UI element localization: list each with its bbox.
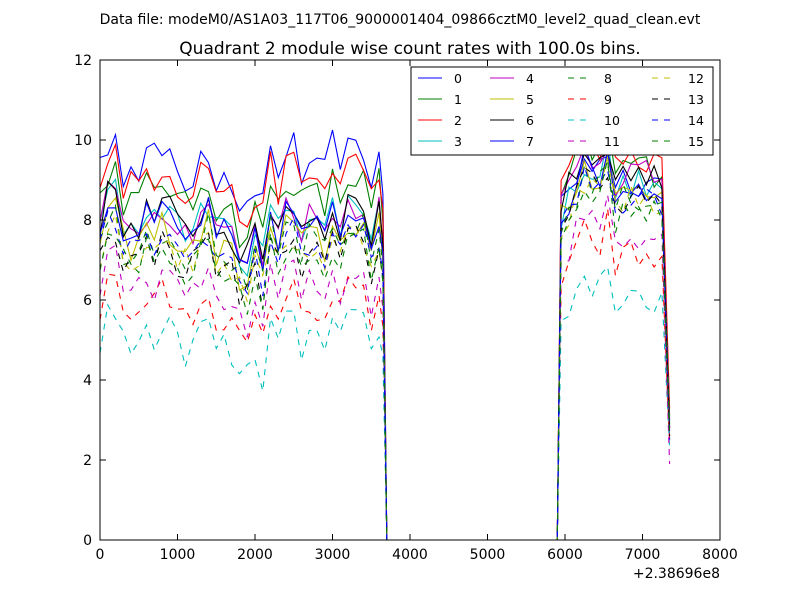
legend-label-3: 3 [454,134,462,149]
series-line-4 [99,145,671,541]
legend-label-4: 4 [526,71,534,86]
legend-label-8: 8 [604,71,612,86]
x-tick-label: 2000 [237,547,273,563]
series-line-5 [99,156,671,541]
legend-label-6: 6 [526,113,534,128]
legend-label-10: 10 [604,113,620,128]
x-offset-label: +2.38696e8 [633,566,720,582]
legend-label-9: 9 [604,92,612,107]
x-tick-label: 5000 [470,547,506,563]
y-tick-label: 6 [83,293,92,309]
series-line-12 [99,159,671,541]
series-line-15 [99,159,671,541]
x-tick-label: 1000 [160,547,196,563]
x-tick-label: 3000 [315,547,351,563]
legend-label-7: 7 [526,134,534,149]
y-tick-label: 12 [74,53,92,69]
x-tick-label: 0 [96,547,105,563]
y-tick-label: 4 [83,373,92,389]
series-line-6 [99,152,671,541]
y-tick-label: 8 [83,213,92,229]
legend-label-15: 15 [688,134,704,149]
x-tick-label: 7000 [625,547,661,563]
y-tick-label: 10 [74,133,92,149]
x-tick-label: 8000 [702,547,738,563]
series-line-11 [99,195,671,541]
legend-label-12: 12 [688,71,704,86]
series-line-14 [99,164,671,541]
legend-label-5: 5 [526,92,534,107]
legend-label-11: 11 [604,134,620,149]
series-layer [99,122,671,541]
legend-label-14: 14 [688,113,704,128]
legend-label-0: 0 [454,71,462,86]
y-tick-label: 2 [83,453,92,469]
series-line-9 [99,208,671,541]
chart-title: Quadrant 2 module wise count rates with … [179,39,640,59]
legend-label-2: 2 [454,113,462,128]
series-line-0 [99,129,671,541]
legend-label-13: 13 [688,92,704,107]
x-tick-label: 4000 [392,547,428,563]
series-line-2 [99,124,671,541]
legend-box [410,66,714,156]
x-tick-label: 6000 [547,547,583,563]
legend-label-1: 1 [454,92,462,107]
y-tick-label: 0 [83,533,92,549]
series-line-7 [99,144,671,541]
suptitle: Data file: modeM0/AS1A03_117T06_90000014… [100,12,701,28]
axes-layer: 0 1000 2000 3000 4000 5000 6000 7000 80000246810… [74,53,738,563]
